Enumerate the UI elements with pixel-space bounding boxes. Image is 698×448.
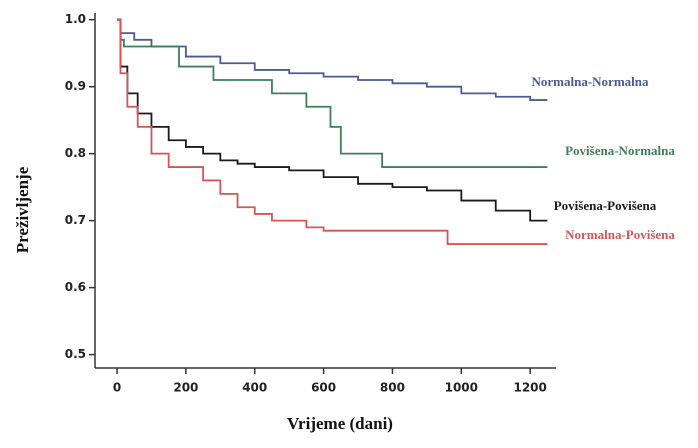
y-axis-title: Preživljenje [13, 166, 32, 253]
y-tick-label: 1.0 [65, 12, 86, 26]
series-label: Normalna-Povišena [565, 227, 675, 242]
y-tick-label: 0.5 [65, 347, 86, 361]
y-tick-label: 0.6 [65, 280, 86, 294]
survival-curve [117, 18, 548, 168]
x-tick-label: 600 [311, 381, 336, 395]
series-label: Normalna-Normalna [532, 74, 649, 89]
x-tick-label: 0 [113, 381, 121, 395]
y-tick-label: 0.7 [65, 213, 86, 227]
x-axis-title: Vrijeme (dani) [287, 414, 393, 433]
series-label: Povišena-Normalna [565, 143, 675, 158]
survival-curve [117, 18, 548, 245]
x-tick-label: 800 [380, 381, 405, 395]
x-tick-label: 1000 [445, 381, 478, 395]
series-label: Povišena-Povišena [554, 198, 657, 213]
y-tick-label: 0.8 [65, 146, 86, 160]
survival-curve [117, 18, 548, 222]
x-tick-label: 200 [173, 381, 198, 395]
survival-curve [117, 18, 548, 101]
x-tick-label: 400 [242, 381, 267, 395]
y-tick-label: 0.9 [65, 79, 86, 93]
x-tick-label: 1200 [513, 381, 546, 395]
